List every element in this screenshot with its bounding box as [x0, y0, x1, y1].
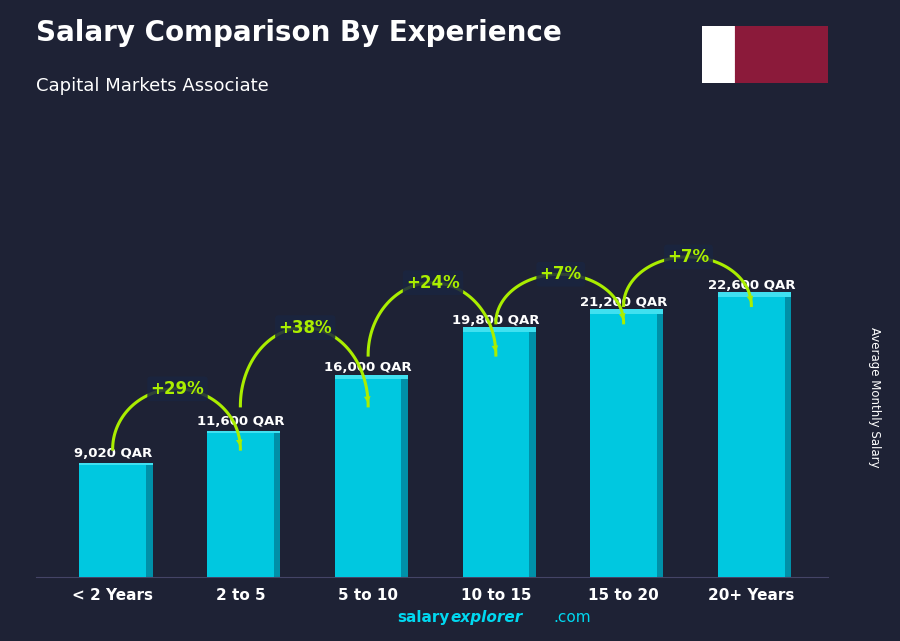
Polygon shape: [735, 32, 749, 38]
Polygon shape: [735, 45, 749, 51]
Text: salary: salary: [398, 610, 450, 625]
Bar: [785, 297, 791, 577]
Bar: [718, 297, 785, 577]
Bar: [79, 463, 152, 465]
Bar: [590, 310, 663, 314]
Polygon shape: [735, 71, 749, 77]
Bar: [207, 431, 280, 433]
Bar: [718, 292, 791, 297]
Text: .com: .com: [554, 610, 591, 625]
Text: 21,200 QAR: 21,200 QAR: [580, 296, 667, 309]
Text: Average Monthly Salary: Average Monthly Salary: [868, 327, 881, 468]
Bar: [702, 26, 735, 83]
Bar: [529, 331, 535, 577]
Text: +7%: +7%: [540, 265, 581, 283]
Polygon shape: [735, 77, 749, 83]
Text: explorer: explorer: [450, 610, 522, 625]
Text: +29%: +29%: [150, 380, 204, 398]
Bar: [207, 433, 274, 577]
Text: 19,800 QAR: 19,800 QAR: [452, 313, 540, 326]
Bar: [401, 379, 408, 577]
Polygon shape: [735, 58, 749, 64]
Bar: [590, 314, 657, 577]
Text: +24%: +24%: [406, 274, 460, 292]
Bar: [657, 314, 663, 577]
Text: 22,600 QAR: 22,600 QAR: [707, 279, 795, 292]
Polygon shape: [735, 51, 749, 58]
Bar: [463, 331, 529, 577]
Text: 16,000 QAR: 16,000 QAR: [324, 361, 412, 374]
Text: Capital Markets Associate: Capital Markets Associate: [36, 77, 269, 95]
Bar: [79, 465, 146, 577]
Text: 11,600 QAR: 11,600 QAR: [196, 415, 284, 428]
Bar: [335, 379, 401, 577]
Polygon shape: [735, 64, 749, 71]
Bar: [463, 327, 536, 331]
Bar: [274, 433, 280, 577]
Bar: [146, 465, 152, 577]
Polygon shape: [735, 38, 749, 45]
Text: +7%: +7%: [668, 248, 709, 266]
Text: +38%: +38%: [278, 319, 332, 337]
Bar: [335, 375, 408, 379]
Polygon shape: [735, 26, 749, 32]
Text: Salary Comparison By Experience: Salary Comparison By Experience: [36, 19, 562, 47]
Text: 9,020 QAR: 9,020 QAR: [74, 447, 152, 460]
